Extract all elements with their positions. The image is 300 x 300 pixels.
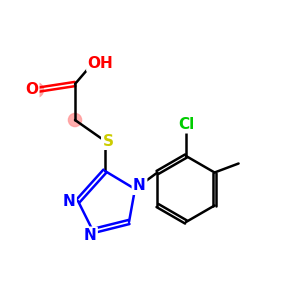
Text: O: O [25, 82, 38, 98]
Text: N: N [63, 194, 75, 208]
Text: S: S [103, 134, 113, 148]
Text: Cl: Cl [178, 117, 194, 132]
Text: N: N [133, 178, 146, 194]
Circle shape [28, 82, 44, 98]
Text: OH: OH [88, 56, 113, 70]
Circle shape [68, 113, 82, 127]
Text: N: N [84, 228, 96, 243]
